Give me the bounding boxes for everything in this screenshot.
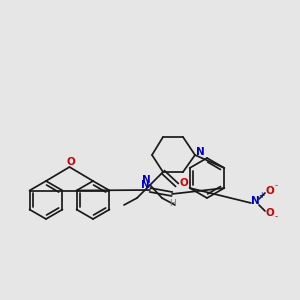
Text: +: + [258, 190, 264, 200]
Text: O: O [66, 157, 75, 167]
Text: O: O [180, 178, 188, 188]
Text: N: N [141, 180, 149, 190]
Text: -: - [274, 212, 278, 221]
Text: O: O [266, 186, 274, 196]
Text: O: O [266, 208, 274, 218]
Text: -: - [274, 182, 278, 190]
Text: H: H [169, 199, 176, 208]
Text: N: N [142, 175, 150, 185]
Text: N: N [250, 196, 260, 206]
Text: N: N [196, 147, 204, 157]
